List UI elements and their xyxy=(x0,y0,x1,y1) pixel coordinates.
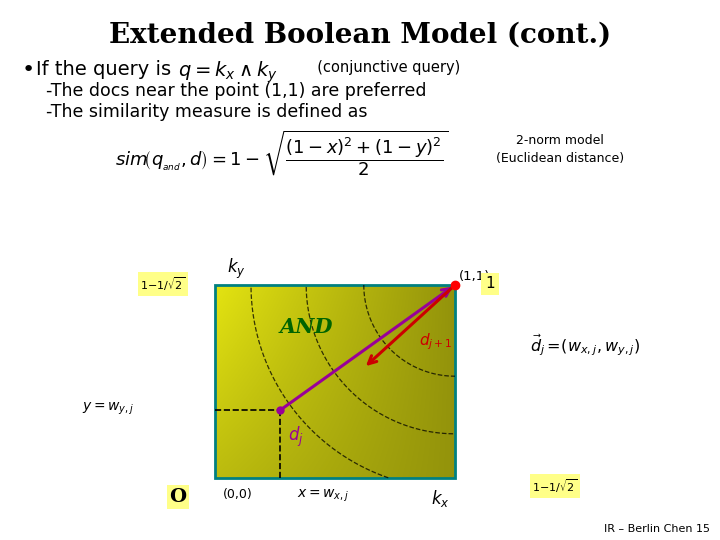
Text: •: • xyxy=(22,60,35,80)
Text: -The docs near the point (1,1) are preferred: -The docs near the point (1,1) are prefe… xyxy=(46,82,426,100)
Text: $sim\!\left(q_{_{and}},d\right)=1-\sqrt{\dfrac{\left(1-x\right)^{2}+\left(1-y\ri: $sim\!\left(q_{_{and}},d\right)=1-\sqrt{… xyxy=(115,128,448,178)
Text: $1{-}1/\sqrt{2}$: $1{-}1/\sqrt{2}$ xyxy=(140,275,186,293)
Text: (conjunctive query): (conjunctive query) xyxy=(308,60,460,75)
Text: $\vec{d}_j = \!\left(w_{x,j}, w_{y,j}\right)$: $\vec{d}_j = \!\left(w_{x,j}, w_{y,j}\ri… xyxy=(530,332,640,358)
Text: $k_x$: $k_x$ xyxy=(431,488,450,509)
Text: $d_{j+1}$: $d_{j+1}$ xyxy=(419,332,453,352)
Bar xyxy=(215,285,455,478)
Text: $1{-}1/\sqrt{2}$: $1{-}1/\sqrt{2}$ xyxy=(532,477,577,495)
Text: $d_j$: $d_j$ xyxy=(288,424,304,449)
Text: -The similarity measure is defined as: -The similarity measure is defined as xyxy=(46,103,367,121)
Text: $y = w_{y,j}$: $y = w_{y,j}$ xyxy=(82,400,134,416)
Text: If the query is: If the query is xyxy=(36,60,177,79)
Text: 2-norm model
(Euclidean distance): 2-norm model (Euclidean distance) xyxy=(496,134,624,165)
Text: AND: AND xyxy=(279,318,333,338)
Text: 1: 1 xyxy=(485,276,495,292)
Text: (1,1): (1,1) xyxy=(459,270,490,283)
Text: O: O xyxy=(169,488,186,506)
Text: $q{=}k_x \wedge k_y$: $q{=}k_x \wedge k_y$ xyxy=(178,60,278,85)
Text: $x = w_{x,j}$: $x = w_{x,j}$ xyxy=(297,488,349,504)
Text: Extended Boolean Model (cont.): Extended Boolean Model (cont.) xyxy=(109,22,611,49)
Text: (0,0): (0,0) xyxy=(223,488,253,501)
Text: $k_y$: $k_y$ xyxy=(227,257,246,281)
Text: IR – Berlin Chen 15: IR – Berlin Chen 15 xyxy=(604,524,710,534)
